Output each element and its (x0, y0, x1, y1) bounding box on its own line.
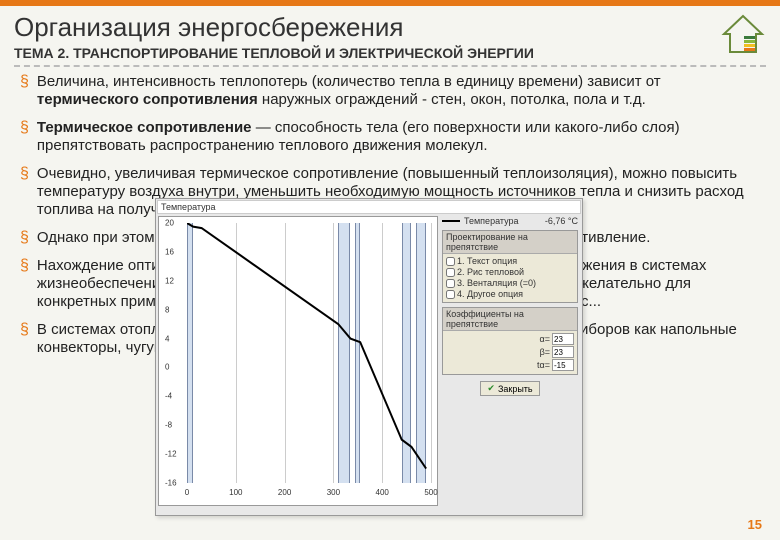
legend-value: -6,76 °C (545, 216, 578, 226)
bullet-text: Термическое сопротивление — способность … (37, 119, 760, 155)
x-axis-label: 400 (376, 488, 389, 497)
options-panel-1: Проектирование на препятствие 1. Текст о… (442, 230, 578, 303)
panel1-option: 4. Другое опция (446, 289, 574, 299)
option-label: 3. Венталяция (=0) (457, 278, 536, 288)
coef-label: β= (540, 347, 550, 357)
divider (14, 65, 766, 67)
x-axis-label: 500 (424, 488, 437, 497)
coef-input[interactable] (552, 359, 574, 371)
page-title: Организация энергосбережения (14, 12, 766, 43)
coef-input[interactable] (552, 333, 574, 345)
header: Организация энергосбережения ТЕМА 2. ТРА… (0, 6, 780, 67)
option-label: 1. Текст опция (457, 256, 517, 266)
bullet-marker: § (20, 119, 29, 155)
panel1-option: 3. Венталяция (=0) (446, 278, 574, 288)
panel1-option: 2. Рис тепловой (446, 267, 574, 277)
legend-label: Температура (464, 216, 519, 226)
chart-line (187, 223, 431, 483)
x-axis-label: 0 (185, 488, 189, 497)
y-axis-label: -16 (165, 479, 177, 488)
bullet-marker: § (20, 321, 29, 357)
chart-window-title: Температура (157, 200, 581, 214)
option-label: 2. Рис тепловой (457, 267, 524, 277)
panel1-title: Проектирование на препятствие (443, 231, 577, 254)
coef-label: α= (540, 334, 550, 344)
y-axis-label: 0 (165, 363, 169, 372)
panel1-option: 1. Текст опция (446, 256, 574, 266)
page-subtitle: ТЕМА 2. ТРАНСПОРТИРОВАНИЕ ТЕПЛОВОЙ И ЭЛЕ… (14, 45, 766, 61)
chart-area: 0 100 200 300 400 500 20 16 12 8 4 0 -4 -8 -12 -16 (158, 216, 438, 506)
check-icon: ✔ (487, 383, 495, 394)
x-axis-label: 100 (229, 488, 242, 497)
panel2-title: Коэффициенты на препятствие (443, 308, 577, 331)
y-axis-label: -8 (165, 421, 172, 430)
bullet-marker: § (20, 73, 29, 109)
y-axis-label: 16 (165, 247, 174, 256)
eco-house-icon (720, 12, 766, 56)
bullet-marker: § (20, 257, 29, 311)
option-checkbox[interactable] (446, 268, 455, 277)
close-button-label: Закрыть (498, 384, 533, 394)
bullet-marker: § (20, 165, 29, 219)
legend-line-icon (442, 220, 460, 222)
coef-row: β= (446, 346, 574, 358)
y-axis-label: 4 (165, 334, 169, 343)
y-axis-label: 12 (165, 276, 174, 285)
grid-line-v (431, 223, 432, 483)
bullet-item: §Величина, интенсивность теплопотерь (ко… (20, 73, 760, 109)
option-checkbox[interactable] (446, 257, 455, 266)
page-number: 15 (748, 517, 762, 532)
y-axis-label: 8 (165, 305, 169, 314)
coef-label: tα= (537, 360, 550, 370)
chart-window: Температура 0 100 200 300 400 500 20 16 12 8 4 0 -4 -… (155, 198, 583, 516)
x-axis-label: 200 (278, 488, 291, 497)
option-checkbox[interactable] (446, 290, 455, 299)
coef-row: α= (446, 333, 574, 345)
coef-row: tα= (446, 359, 574, 371)
x-axis-label: 300 (327, 488, 340, 497)
bullet-marker: § (20, 229, 29, 247)
options-panel-2: Коэффициенты на препятствие α= β= tα= (442, 307, 578, 375)
legend: Температура -6,76 °C (442, 216, 578, 226)
side-panel: Температура -6,76 °C Проектирование на п… (440, 214, 582, 508)
bullet-item: §Термическое сопротивление — способность… (20, 119, 760, 155)
close-button[interactable]: ✔ Закрыть (480, 381, 539, 396)
option-label: 4. Другое опция (457, 289, 523, 299)
y-axis-label: 20 (165, 219, 174, 228)
y-axis-label: -4 (165, 392, 172, 401)
option-checkbox[interactable] (446, 279, 455, 288)
y-axis-label: -12 (165, 450, 177, 459)
bullet-text: Величина, интенсивность теплопотерь (кол… (37, 73, 760, 109)
coef-input[interactable] (552, 346, 574, 358)
